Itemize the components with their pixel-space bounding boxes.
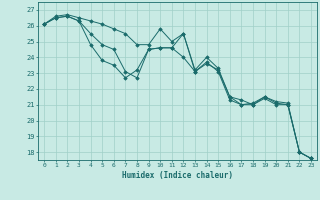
X-axis label: Humidex (Indice chaleur): Humidex (Indice chaleur): [122, 171, 233, 180]
